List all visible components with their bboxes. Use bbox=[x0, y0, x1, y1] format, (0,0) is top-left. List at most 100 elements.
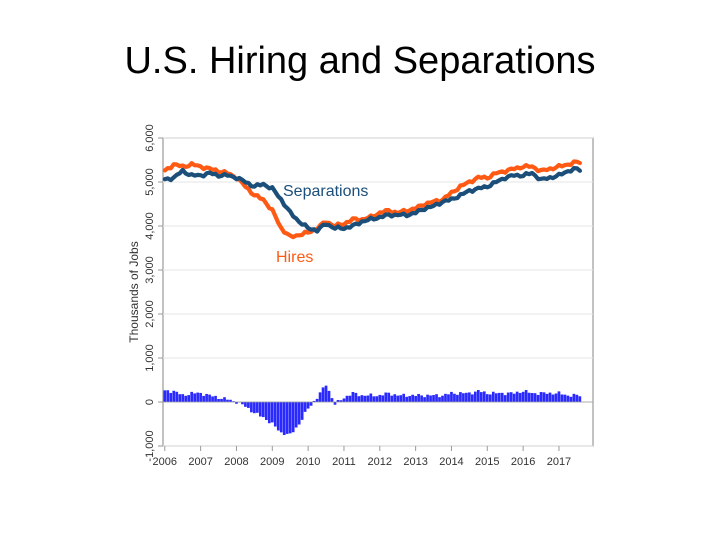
difference-bar bbox=[348, 395, 352, 402]
difference-bar bbox=[435, 394, 438, 402]
y-tick-label: 2,000 bbox=[144, 300, 156, 328]
difference-bar bbox=[444, 393, 447, 402]
difference-bar bbox=[414, 395, 417, 402]
difference-bar bbox=[339, 400, 343, 402]
difference-bar bbox=[527, 392, 531, 402]
difference-bar bbox=[196, 392, 199, 402]
difference-bar bbox=[312, 400, 316, 402]
difference-bar bbox=[396, 395, 400, 402]
difference-bar bbox=[327, 390, 331, 402]
difference-bar bbox=[500, 392, 504, 402]
y-axis-label: Thousands of Jobs bbox=[127, 241, 141, 342]
x-tick-label: 2015 bbox=[475, 456, 499, 468]
difference-bar bbox=[503, 395, 507, 402]
difference-bar bbox=[411, 394, 414, 402]
difference-bar bbox=[276, 402, 280, 431]
difference-bar bbox=[530, 393, 534, 402]
difference-bar bbox=[426, 394, 429, 402]
difference-bar bbox=[402, 393, 406, 402]
y-tick-label: 3,000 bbox=[144, 256, 156, 284]
difference-bar bbox=[369, 393, 373, 402]
difference-bar bbox=[569, 396, 573, 402]
difference-bar bbox=[220, 398, 223, 402]
difference-bar bbox=[524, 390, 528, 402]
difference-bar bbox=[342, 398, 346, 402]
difference-bar bbox=[309, 402, 313, 406]
difference-bar bbox=[551, 394, 555, 402]
difference-bar bbox=[267, 402, 271, 424]
difference-bar bbox=[250, 402, 253, 413]
difference-bar bbox=[288, 402, 292, 434]
x-tick-label: 2007 bbox=[188, 456, 212, 468]
difference-bar bbox=[468, 392, 471, 402]
difference-bar bbox=[354, 392, 358, 402]
difference-bar bbox=[235, 402, 238, 404]
difference-bar bbox=[482, 391, 486, 402]
x-tick-label: 2009 bbox=[260, 456, 284, 468]
x-tick-label: 2008 bbox=[224, 456, 248, 468]
y-tick-label: 1,000 bbox=[144, 344, 156, 372]
difference-bar bbox=[357, 396, 361, 402]
x-tick-label: 2017 bbox=[547, 456, 571, 468]
difference-bar bbox=[321, 387, 325, 402]
axes: -1,000 0 1,000 2,000 3,000 4,000 5,000 6,000 200… bbox=[144, 124, 571, 468]
separations-series-label: Separations bbox=[283, 183, 368, 200]
difference-bar bbox=[336, 400, 340, 402]
difference-bar bbox=[211, 396, 214, 402]
difference-bar bbox=[378, 394, 382, 402]
difference-bar bbox=[515, 391, 519, 402]
difference-bar bbox=[399, 395, 403, 402]
difference-bar bbox=[420, 395, 423, 402]
difference-bar bbox=[491, 391, 495, 402]
difference-bar bbox=[172, 390, 176, 402]
x-tick-label: 2006 bbox=[153, 456, 177, 468]
difference-bar bbox=[476, 390, 480, 402]
difference-bar bbox=[169, 392, 173, 402]
difference-bar bbox=[548, 392, 552, 402]
difference-bar bbox=[199, 392, 202, 402]
difference-bar bbox=[497, 392, 501, 402]
difference-bar bbox=[279, 402, 283, 433]
difference-bar bbox=[229, 399, 232, 402]
difference-bar bbox=[306, 402, 310, 409]
slide-title: U.S. Hiring and Separations bbox=[124, 40, 596, 82]
difference-bar bbox=[456, 394, 459, 402]
difference-bar bbox=[512, 393, 516, 402]
difference-bars bbox=[163, 385, 582, 436]
difference-bar bbox=[300, 402, 304, 420]
y-tick-label: 0 bbox=[144, 399, 156, 405]
difference-bar bbox=[247, 402, 250, 408]
difference-bar bbox=[333, 402, 337, 405]
difference-bar bbox=[372, 396, 376, 402]
y-tick-label: 6,000 bbox=[144, 124, 156, 152]
difference-bar bbox=[345, 395, 349, 402]
difference-bar bbox=[351, 391, 355, 402]
difference-bar bbox=[539, 392, 543, 402]
difference-bar bbox=[462, 393, 465, 402]
difference-bar bbox=[387, 392, 391, 402]
difference-bar bbox=[408, 396, 411, 402]
x-tick-label: 2010 bbox=[296, 456, 320, 468]
difference-bar bbox=[294, 402, 298, 428]
x-tick-label: 2013 bbox=[403, 456, 427, 468]
difference-bar bbox=[282, 402, 286, 436]
difference-bar bbox=[471, 394, 474, 402]
difference-bar bbox=[545, 393, 549, 402]
difference-bar bbox=[297, 402, 301, 425]
hires-series-label: Hires bbox=[276, 249, 313, 266]
difference-bar bbox=[318, 392, 322, 402]
difference-bar bbox=[423, 397, 426, 402]
difference-bar bbox=[506, 392, 510, 402]
difference-bar bbox=[264, 402, 268, 420]
difference-bar bbox=[485, 394, 489, 402]
difference-bar bbox=[178, 394, 182, 402]
y-tick-label: -1,000 bbox=[144, 430, 156, 461]
difference-bar bbox=[303, 402, 307, 412]
difference-bar bbox=[560, 394, 564, 402]
difference-bar bbox=[366, 395, 370, 402]
difference-bar bbox=[175, 391, 179, 402]
difference-bar bbox=[465, 392, 468, 402]
difference-bar bbox=[557, 391, 561, 402]
difference-bar bbox=[217, 399, 220, 402]
